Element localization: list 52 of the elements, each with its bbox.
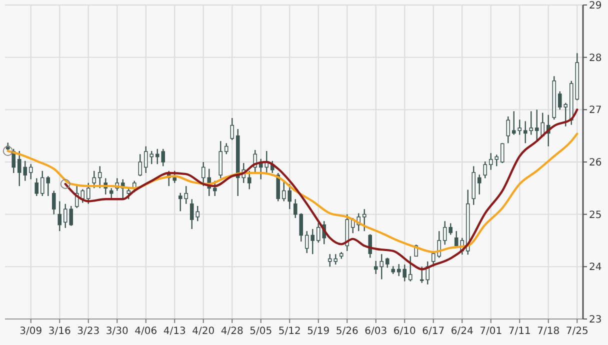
candlestick bbox=[218, 140, 223, 179]
candlestick bbox=[109, 188, 114, 199]
x-tick-label: 3/09 bbox=[20, 326, 42, 337]
candlestick bbox=[362, 208, 366, 232]
x-tick-label: 4/13 bbox=[163, 326, 186, 337]
candlestick bbox=[52, 190, 56, 215]
x-tick-label: 5/26 bbox=[336, 326, 358, 337]
x-tick-label: 3/30 bbox=[106, 326, 128, 337]
x-tick-label: 5/19 bbox=[307, 326, 330, 337]
x-tick-label: 5/12 bbox=[278, 326, 301, 337]
candlestick bbox=[86, 182, 90, 204]
x-tick-label: 7/25 bbox=[566, 326, 588, 337]
y-tick-label: 28 bbox=[589, 52, 602, 64]
candlestick bbox=[276, 172, 280, 202]
x-tick-label: 6/17 bbox=[422, 326, 445, 337]
x-tick-label: 7/01 bbox=[480, 326, 502, 337]
y-tick-label: 24 bbox=[589, 262, 602, 274]
x-tick-label: 4/20 bbox=[192, 326, 215, 337]
candlestick bbox=[230, 117, 234, 141]
x-tick-label: 6/10 bbox=[393, 326, 416, 337]
y-tick-label: 27 bbox=[589, 105, 602, 116]
y-tick-label: 29 bbox=[589, 0, 602, 12]
candlestick bbox=[500, 142, 504, 164]
y-tick-label: 23 bbox=[589, 314, 602, 326]
x-tick-label: 4/28 bbox=[220, 326, 244, 337]
candlestick bbox=[506, 116, 510, 144]
x-tick-label: 5/05 bbox=[250, 326, 272, 337]
x-tick-label: 3/23 bbox=[77, 326, 100, 337]
candlestick bbox=[212, 180, 217, 197]
candlestick bbox=[247, 170, 252, 190]
y-tick-label: 26 bbox=[589, 158, 602, 168]
candlestick bbox=[477, 174, 482, 196]
x-tick-label: 6/03 bbox=[364, 326, 388, 337]
x-tick-label: 7/11 bbox=[508, 326, 531, 337]
y-tick-label: 25 bbox=[589, 210, 602, 221]
candlestick bbox=[385, 257, 390, 268]
candlestick bbox=[92, 170, 96, 189]
candlestick bbox=[58, 200, 62, 232]
candlestick bbox=[408, 256, 412, 282]
x-tick-label: 3/16 bbox=[48, 326, 71, 337]
candlestick bbox=[34, 178, 39, 197]
candlestick bbox=[28, 163, 33, 180]
candlestick bbox=[483, 160, 488, 179]
x-tick-label: 4/06 bbox=[134, 326, 158, 337]
candlestick bbox=[224, 142, 228, 155]
x-tick-label: 7/18 bbox=[537, 326, 560, 337]
candlestick bbox=[368, 234, 372, 258]
candlestick bbox=[138, 154, 142, 177]
x-tick-label: 6/24 bbox=[450, 326, 474, 337]
candlestick bbox=[98, 166, 102, 189]
candlestick bbox=[12, 148, 16, 174]
candlestick bbox=[126, 188, 131, 200]
